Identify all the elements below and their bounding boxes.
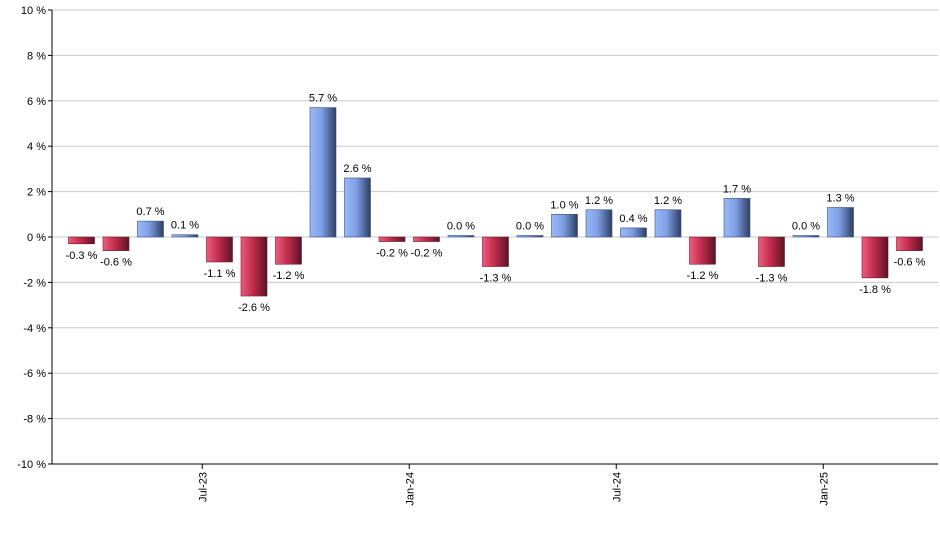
bar — [206, 236, 233, 263]
bar — [551, 214, 578, 238]
y-tick-label: -4 % — [23, 323, 46, 335]
bar — [275, 236, 302, 265]
bar-value-label: 5.7 % — [309, 93, 337, 105]
bar-value-label: -1.1 % — [204, 268, 236, 280]
bar — [792, 235, 820, 238]
bar-value-label: -1.2 % — [687, 270, 719, 282]
bar-value-label: 0.0 % — [792, 221, 820, 233]
x-tick-label: Jan-25 — [818, 472, 830, 506]
y-tick-label: 10 % — [21, 5, 46, 17]
bar-value-label: 0.0 % — [447, 221, 475, 233]
y-tick-label: -6 % — [23, 368, 46, 380]
x-tick-label: Jan-24 — [404, 472, 416, 506]
bar-value-label: -1.2 % — [273, 270, 305, 282]
bar — [68, 236, 95, 245]
bar-value-label: 1.2 % — [654, 195, 682, 207]
bar — [413, 236, 440, 242]
bar — [309, 107, 337, 238]
bar-value-label: -0.2 % — [376, 248, 408, 260]
axes — [51, 10, 938, 465]
x-tick-label: Jul-23 — [197, 472, 209, 502]
bar-value-label: -1.3 % — [756, 273, 788, 285]
bar — [240, 236, 268, 297]
y-tick-label: 6 % — [27, 96, 46, 108]
bar — [689, 236, 716, 265]
bar-value-label: 0.7 % — [136, 206, 164, 218]
y-axis-ticks: 10 % 8 % 6 % 4 % 2 % 0 % -2 % -4 % -6 % -8 % -10 % — [17, 5, 52, 471]
data-labels: -0.3 %-0.6 %0.7 %0.1 %-1.1 %-2.6 %-1.2 %… — [66, 93, 926, 314]
bar — [585, 209, 613, 238]
y-tick-label: -8 % — [23, 414, 46, 426]
bar — [620, 227, 647, 238]
x-axis-ticks: Jul-23 Jan-24 Jul-24 Jan-25 — [197, 464, 830, 506]
bar-value-label: -1.8 % — [859, 284, 891, 296]
bar — [171, 234, 199, 238]
bar-value-label: -0.3 % — [66, 250, 98, 262]
bar-value-label: 0.0 % — [516, 221, 544, 233]
bar — [861, 236, 889, 279]
bar — [723, 198, 751, 238]
bar-value-label: 1.0 % — [550, 199, 578, 211]
bar-value-label: -2.6 % — [238, 302, 270, 314]
y-tick-label: 4 % — [27, 141, 46, 153]
y-tick-label: 8 % — [27, 50, 46, 62]
bar — [758, 236, 785, 267]
bar — [344, 177, 371, 238]
bar-value-label: 1.7 % — [723, 183, 751, 195]
x-tick-label: Jul-24 — [611, 472, 623, 502]
bar — [516, 235, 544, 238]
bar — [137, 220, 164, 238]
bar — [482, 236, 509, 267]
bar-value-label: -1.3 % — [480, 273, 512, 285]
y-tick-label: 2 % — [27, 187, 46, 199]
y-tick-label: -10 % — [17, 459, 46, 471]
bar-value-label: -0.6 % — [100, 257, 132, 269]
bar-value-label: -0.6 % — [894, 257, 926, 269]
bar — [896, 236, 923, 251]
bar-value-label: 1.3 % — [826, 192, 854, 204]
bars — [68, 107, 923, 297]
bar-value-label: 0.4 % — [619, 213, 647, 225]
bar — [827, 207, 854, 238]
bar-value-label: 2.6 % — [343, 163, 371, 175]
bar — [654, 209, 682, 238]
bar — [378, 236, 406, 242]
bar-value-label: 1.2 % — [585, 195, 613, 207]
y-tick-label: -2 % — [23, 277, 46, 289]
bar — [102, 236, 130, 251]
bar-value-label: 0.1 % — [171, 220, 199, 232]
bar-value-label: -0.2 % — [411, 248, 443, 260]
bar — [447, 235, 475, 238]
y-tick-label: 0 % — [27, 232, 46, 244]
